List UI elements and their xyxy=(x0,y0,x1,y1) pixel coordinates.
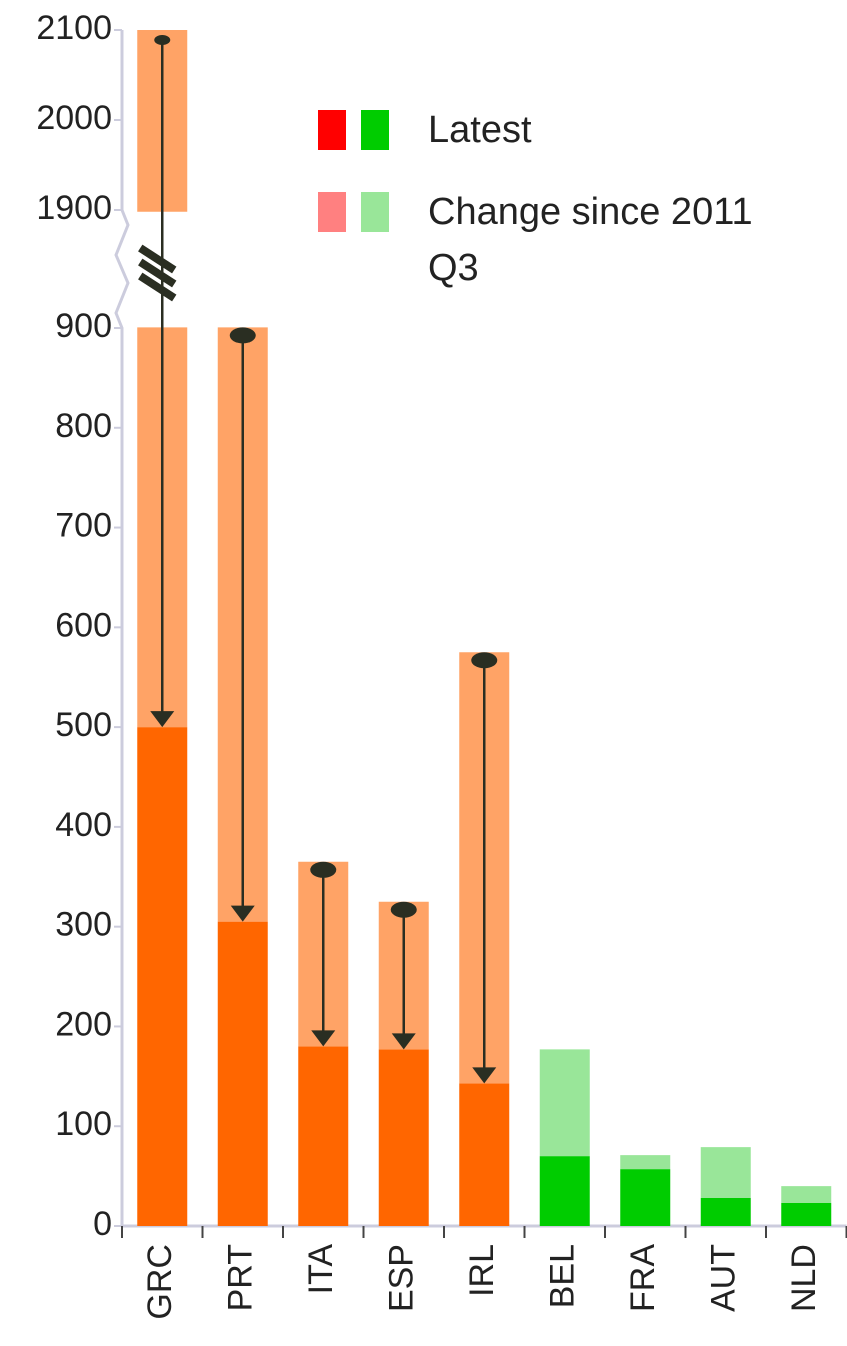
arrow-head xyxy=(391,1033,416,1050)
y-tick-label: 0 xyxy=(93,1205,112,1243)
x-tick-label: ESP xyxy=(383,1244,421,1312)
legend: Latest Change since 2011 Q3 xyxy=(428,109,753,289)
x-tick-label: AUT xyxy=(705,1244,743,1312)
x-tick-label: BEL xyxy=(544,1244,582,1308)
y-tick-label: 2000 xyxy=(36,99,112,137)
change-arrow xyxy=(471,652,498,1084)
x-tick-label: NLD xyxy=(785,1244,823,1312)
arrow-head xyxy=(230,905,255,922)
legend-label: Latest xyxy=(428,109,532,151)
legend-entry: Change since 2011 Q3 xyxy=(428,191,753,289)
break-mark xyxy=(138,272,177,302)
y-tick-label: 2100 xyxy=(36,9,112,47)
change-arrow xyxy=(150,35,175,728)
bar xyxy=(781,1186,832,1204)
x-tick-label: IRL xyxy=(463,1244,501,1297)
change-arrow xyxy=(310,861,337,1047)
bar xyxy=(700,1198,751,1226)
arrow-head xyxy=(150,711,175,728)
arrow-head xyxy=(311,1030,336,1047)
bar xyxy=(217,921,268,1226)
bar xyxy=(781,1203,832,1226)
y-tick-label: 600 xyxy=(55,606,112,644)
change-arrow xyxy=(229,327,256,922)
y-tick-label: 500 xyxy=(55,706,112,744)
arrow-head xyxy=(472,1067,497,1084)
break-mark xyxy=(138,244,177,274)
y-tick-label: 200 xyxy=(55,1005,112,1043)
legend-swatch xyxy=(318,110,346,150)
x-tick-label: ITA xyxy=(302,1244,340,1295)
bar xyxy=(700,1147,751,1199)
bar xyxy=(620,1169,671,1226)
bar xyxy=(459,1083,510,1226)
y-tick-label: 800 xyxy=(55,407,112,445)
x-tick-label: FRA xyxy=(624,1244,662,1312)
bar xyxy=(378,1049,429,1226)
bar xyxy=(539,1049,590,1157)
bar xyxy=(137,727,188,1226)
y-tick-label: 100 xyxy=(55,1105,112,1143)
x-tick-label: GRC xyxy=(141,1244,179,1320)
legend-swatch xyxy=(318,192,346,232)
bar xyxy=(298,1046,349,1226)
legend-entry: Latest xyxy=(428,109,532,151)
y-tick-label: 400 xyxy=(55,806,112,844)
legend-label: Change since 2011 Q3 xyxy=(428,191,753,289)
y-tick-label: 900 xyxy=(55,307,112,345)
break-mark xyxy=(138,258,177,288)
change-arrow xyxy=(390,901,417,1050)
y-axis xyxy=(114,30,130,1226)
bar xyxy=(620,1155,671,1170)
bar xyxy=(539,1156,590,1226)
y-tick-label: 1900 xyxy=(36,189,112,227)
legend-swatch xyxy=(361,192,389,232)
y-tick-label: 300 xyxy=(55,906,112,944)
legend-swatch xyxy=(361,110,389,150)
y-tick-label: 700 xyxy=(55,507,112,545)
x-tick-label: PRT xyxy=(222,1244,260,1311)
